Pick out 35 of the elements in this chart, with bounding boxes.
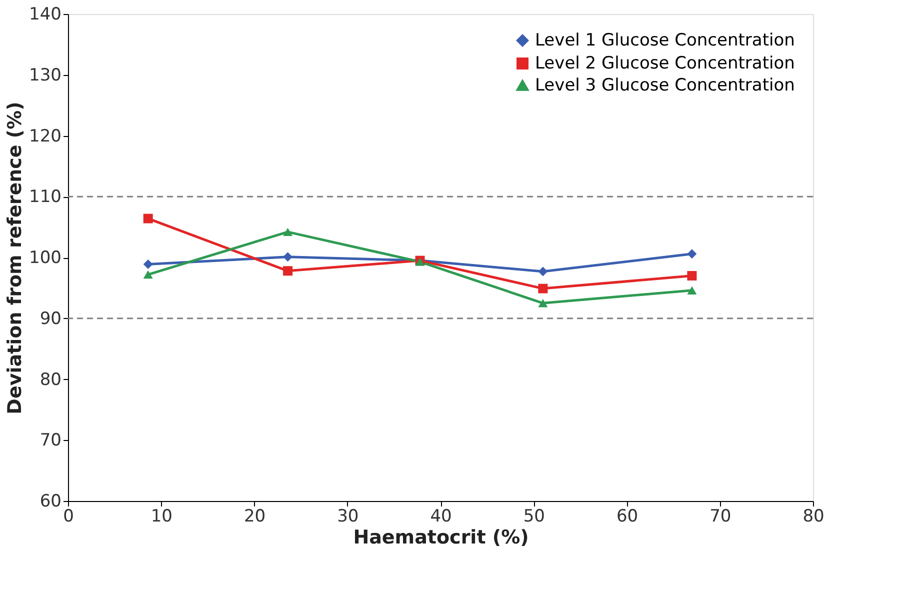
point xyxy=(687,271,697,281)
x-tick-label: 20 xyxy=(244,506,266,526)
y-tick-label: 140 xyxy=(29,4,62,24)
y-tick-label: 100 xyxy=(29,248,62,268)
y-tick-label: 120 xyxy=(29,126,62,146)
point xyxy=(143,270,153,279)
point xyxy=(143,214,153,224)
point xyxy=(687,249,697,259)
legend-label: Level 3 Glucose Concentration xyxy=(535,76,795,96)
x-tick-label: 50 xyxy=(523,506,545,526)
point xyxy=(538,299,548,308)
y-axis-title: Deviation from reference (%) xyxy=(4,102,26,414)
point xyxy=(687,286,697,294)
y-tick-label: 90 xyxy=(40,308,62,329)
legend-label: Level 2 Glucose Concentration xyxy=(535,54,795,74)
point xyxy=(283,228,293,236)
x-tick-label: 70 xyxy=(710,506,732,526)
y-tick-label: 60 xyxy=(40,492,62,512)
legend-label: Level 1 Glucose Concentration xyxy=(535,30,795,50)
y-tick-label: 80 xyxy=(40,370,62,390)
x-tick-label: 30 xyxy=(337,506,359,526)
point xyxy=(538,284,548,294)
point xyxy=(283,266,293,276)
y-tick-label: 70 xyxy=(40,430,62,451)
x-tick-label: 0 xyxy=(63,506,74,526)
y-tick-label: 130 xyxy=(29,65,62,86)
point xyxy=(143,259,153,269)
point xyxy=(283,252,293,262)
x-tick-label: 60 xyxy=(616,506,638,526)
x-tick-label: 10 xyxy=(150,506,172,526)
x-tick-label: 80 xyxy=(802,506,824,526)
x-tick-label: 40 xyxy=(430,506,452,526)
x-axis-title: Haematocrit (%) xyxy=(353,526,529,548)
point xyxy=(538,266,548,276)
y-tick-label: 110 xyxy=(29,187,62,208)
